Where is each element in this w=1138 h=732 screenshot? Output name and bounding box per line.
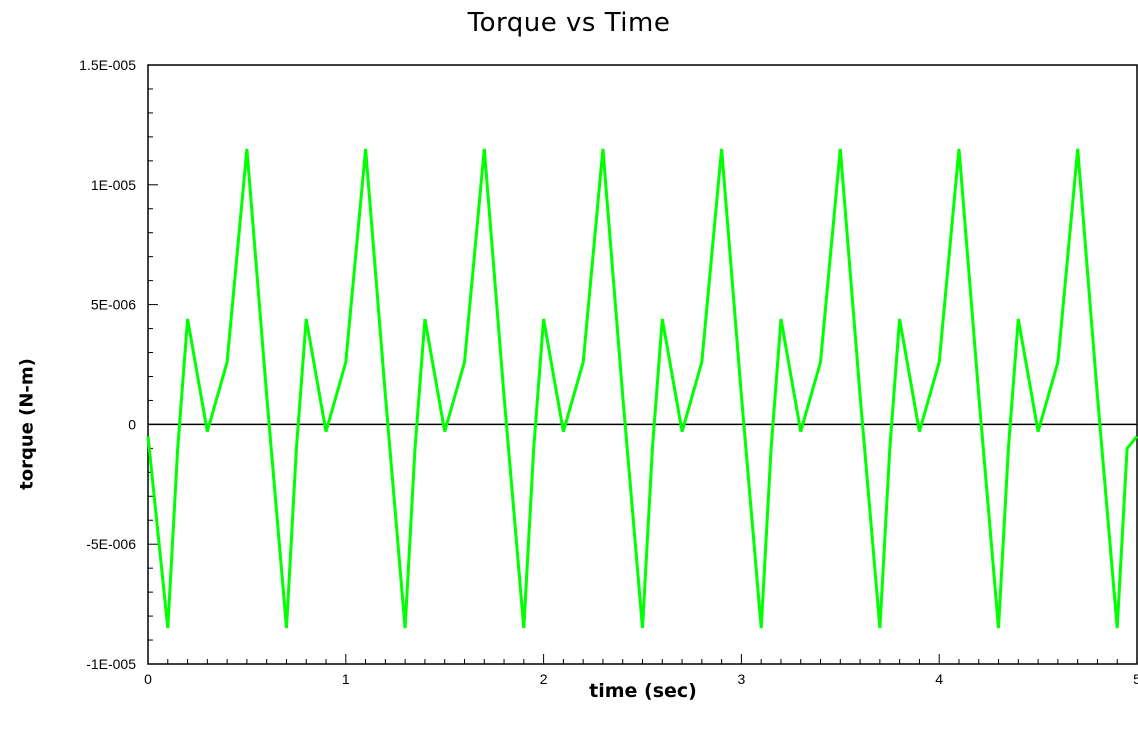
x-tick-label: 1 [342,671,350,687]
x-tick-label: 4 [935,671,943,687]
y-tick-label: 1E-005 [91,177,136,193]
x-tick-label: 3 [738,671,746,687]
y-tick-label: 1.5E-005 [79,57,136,73]
y-tick-label: 0 [128,416,136,432]
y-tick-label: -5E-006 [86,536,136,552]
y-tick-label: 5E-006 [91,297,136,313]
series-line [146,148,1138,629]
y-tick-label: -1E-005 [86,656,136,672]
x-tick-label: 0 [144,671,152,687]
x-tick-label: 5 [1133,671,1138,687]
x-tick-label: 2 [540,671,548,687]
x-axis-label: time (sec) [589,680,697,702]
plot-frame [147,64,1138,665]
y-axis-label: torque (N-m) [16,358,38,490]
chart-title: Torque vs Time [467,8,671,38]
